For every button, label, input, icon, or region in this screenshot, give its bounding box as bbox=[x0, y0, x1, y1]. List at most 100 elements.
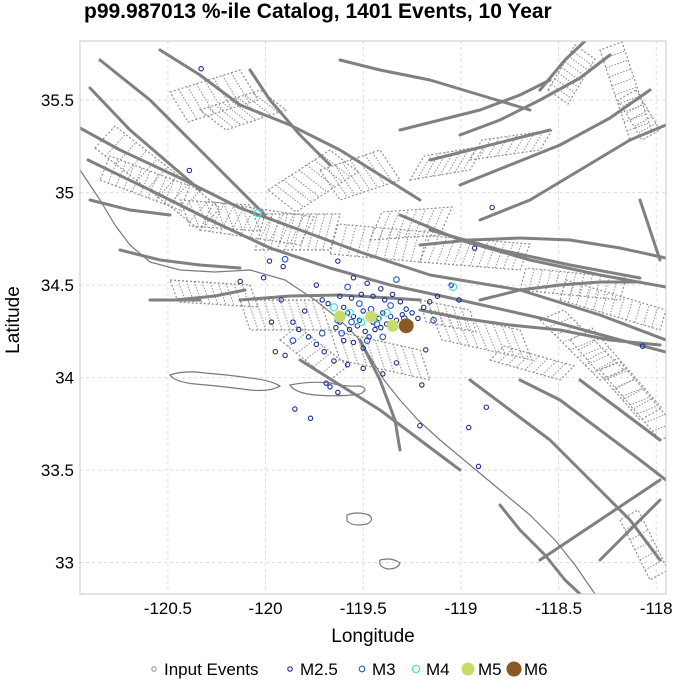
fault-trace bbox=[598, 498, 662, 562]
fault-trace bbox=[88, 198, 172, 217]
legend-marker bbox=[461, 662, 475, 676]
fault-surface-rung bbox=[507, 350, 522, 366]
event-point-m25 bbox=[417, 422, 423, 429]
event-point-m3 bbox=[318, 329, 326, 337]
fault-trace bbox=[398, 78, 552, 132]
island-outline bbox=[169, 371, 282, 392]
fault-surface-rung bbox=[364, 154, 386, 186]
fault-surface-rung bbox=[314, 213, 326, 251]
fault-surface-rung bbox=[247, 299, 259, 331]
event-point-m3 bbox=[355, 300, 363, 307]
fault-surface bbox=[538, 309, 626, 381]
event-point-m25 bbox=[272, 348, 279, 355]
fault-surface-rung bbox=[544, 270, 552, 293]
event-point-m4 bbox=[345, 308, 354, 318]
event-point-m25 bbox=[378, 324, 384, 331]
fault-surface-rung bbox=[126, 150, 147, 173]
event-point-m25 bbox=[198, 65, 204, 72]
fault-surface-rung bbox=[567, 282, 575, 303]
event-point-m4 bbox=[357, 317, 366, 327]
fault-surface-rung bbox=[139, 170, 151, 196]
fault-surface-rung bbox=[631, 397, 654, 411]
event-point-m25 bbox=[370, 293, 376, 299]
event-point-m25 bbox=[346, 326, 353, 333]
legend: Input Events M2.5 M3 M4 M5 M6 bbox=[151, 660, 548, 679]
fault-surface-rung bbox=[626, 299, 634, 321]
fault-surface-rung bbox=[356, 226, 366, 257]
fault-surface bbox=[598, 361, 666, 441]
event-point-m25 bbox=[360, 308, 366, 314]
fault-surface-rung bbox=[625, 102, 645, 114]
fault-surface-rung bbox=[422, 208, 435, 237]
event-point-m3 bbox=[344, 283, 351, 291]
legend-marker bbox=[506, 661, 522, 677]
event-point-m25 bbox=[282, 352, 288, 359]
event-point-m4 bbox=[448, 282, 458, 292]
event-point-m25 bbox=[483, 404, 490, 410]
fault-surface bbox=[94, 125, 221, 231]
y-tick-label: 35 bbox=[55, 184, 74, 203]
fault-surface-rung bbox=[374, 339, 386, 371]
fault-surface-rung bbox=[209, 282, 219, 305]
event-point-m25 bbox=[301, 308, 308, 314]
fault-surface-rung bbox=[306, 164, 336, 188]
fault-surface-rung bbox=[296, 338, 315, 354]
fault-surface-rung bbox=[498, 348, 514, 363]
fault-surface-rung bbox=[269, 213, 281, 251]
event-point-m25 bbox=[321, 348, 327, 355]
fault-trace bbox=[80, 126, 666, 342]
fault-surface-rung bbox=[347, 225, 357, 256]
fault-surface-rung bbox=[233, 283, 243, 307]
fault-surface-rung bbox=[417, 154, 432, 180]
fault-surface bbox=[169, 69, 259, 123]
fault-surface bbox=[239, 299, 331, 331]
fault-surface-rung bbox=[365, 227, 375, 258]
fault-surface-rung bbox=[349, 159, 371, 191]
event-point-m25 bbox=[278, 297, 284, 303]
fault-surface-rung bbox=[217, 282, 227, 306]
event-point-m25 bbox=[186, 167, 193, 174]
fault-surface-rung bbox=[304, 345, 324, 361]
event-point-m25 bbox=[415, 315, 421, 322]
fault-surface-rung bbox=[601, 292, 609, 313]
event-point-m25 bbox=[340, 337, 347, 344]
event-point-m25 bbox=[348, 295, 355, 301]
fault-surface-rung bbox=[584, 287, 592, 308]
fault-surface bbox=[329, 329, 431, 381]
event-point-m25 bbox=[325, 300, 331, 307]
event-point-m25 bbox=[350, 339, 357, 346]
event-point-m25 bbox=[380, 371, 386, 377]
fault-surface-rung bbox=[436, 303, 444, 326]
fault-surface-rung bbox=[271, 299, 283, 331]
fault-surface-rung bbox=[551, 83, 572, 99]
event-point-m25 bbox=[421, 304, 427, 311]
legend-marker bbox=[358, 665, 366, 673]
fault-surface-rung bbox=[444, 304, 452, 328]
fault-surface-rung bbox=[642, 304, 650, 326]
fault-surface-rung bbox=[609, 294, 617, 316]
fault-surface-rung bbox=[241, 284, 251, 307]
event-point-m4 bbox=[382, 308, 391, 318]
axes: -120.5 -120 -119.5 -119 -118.5 -118 33 33.5 34 34… bbox=[41, 91, 673, 618]
event-point-m25 bbox=[344, 310, 351, 316]
x-tick-label: -118.5 bbox=[535, 599, 582, 618]
fault-surface-rung bbox=[611, 77, 635, 87]
fault-surface bbox=[198, 89, 288, 131]
event-point-m25 bbox=[292, 406, 298, 412]
fault-surface-rung bbox=[651, 307, 659, 328]
event-point-m25 bbox=[327, 384, 333, 390]
fault-surface-rung bbox=[252, 92, 279, 113]
fault-surface-rung bbox=[550, 363, 566, 378]
fault-trace bbox=[88, 86, 202, 192]
event-point-m25 bbox=[344, 361, 351, 368]
fault-surface-rung bbox=[225, 283, 235, 306]
legend-label: M3 bbox=[372, 660, 396, 679]
fault-surface-rung bbox=[283, 179, 312, 203]
fault-surface bbox=[169, 279, 259, 308]
fault-surface-rung bbox=[569, 339, 595, 351]
fault-surface-rung bbox=[578, 337, 601, 351]
fault-surface-rung bbox=[157, 174, 179, 198]
event-point-m25 bbox=[393, 360, 400, 366]
fault-surface-rung bbox=[288, 332, 307, 348]
